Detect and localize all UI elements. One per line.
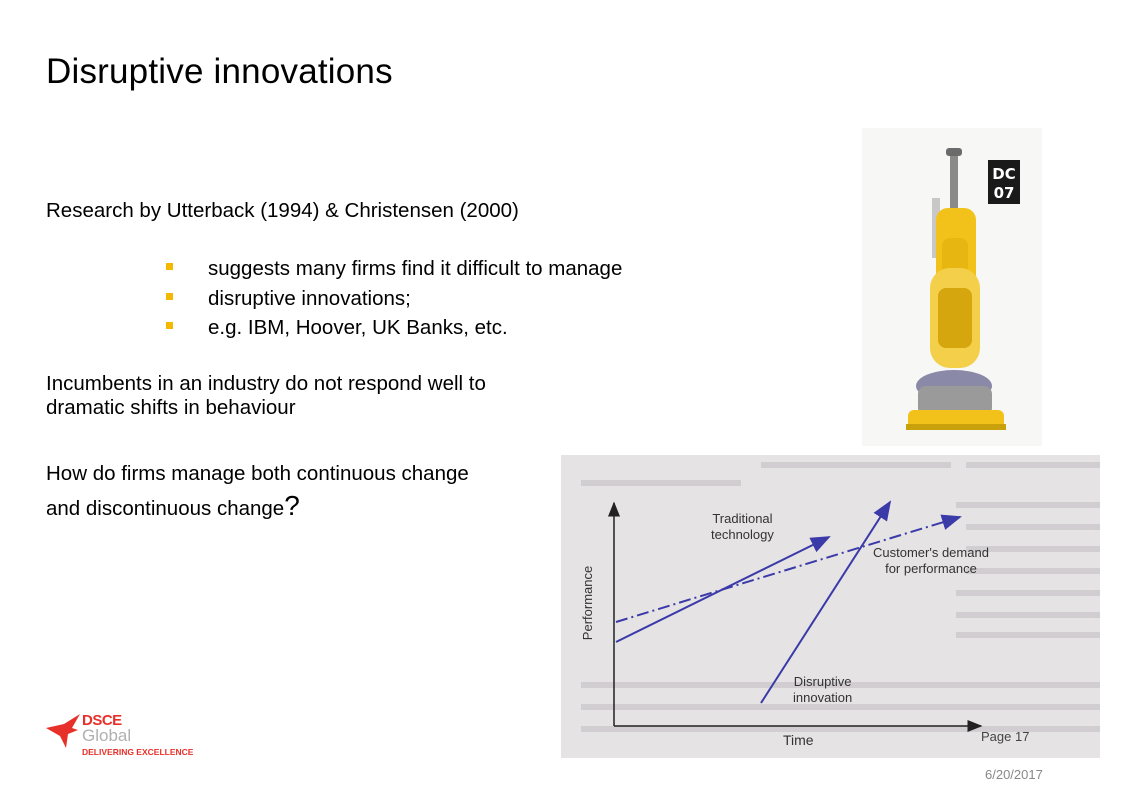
bullet-item: disruptive innovations; [166, 284, 622, 314]
x-axis-label: Time [783, 732, 814, 748]
bullet-square-icon [166, 263, 173, 270]
bullet-list: suggests many firms find it difficult to… [166, 254, 622, 343]
disruptive-innovation-line [760, 500, 892, 704]
bullet-item: suggests many firms find it difficult to… [166, 254, 622, 284]
slide-title: Disruptive innovations [46, 52, 393, 91]
book-figure-image: Performance Time Traditional technology … [561, 455, 1100, 758]
slide-date: 6/20/2017 [985, 767, 1043, 782]
logo-bird-icon [46, 714, 80, 748]
bullet-square-icon [166, 322, 173, 329]
question-text: How do firms manage both continuous chan… [46, 458, 469, 525]
y-axis-label: Performance [580, 565, 596, 641]
dsce-global-logo: DSCE Global DELIVERING EXCELLENCE [44, 712, 204, 762]
question-mark: ? [284, 490, 300, 521]
incumbents-text: Incumbents in an industry do not respond… [46, 372, 486, 420]
question-line: and discontinuous change? [46, 490, 300, 521]
bullet-square-icon [166, 292, 173, 300]
customer-demand-line [615, 514, 962, 623]
question-line: How do firms manage both continuous chan… [46, 462, 469, 485]
bullet-text: disruptive innovations; [208, 286, 411, 310]
bullet-text: suggests many firms find it difficult to… [208, 257, 623, 280]
logo-sub: Global [82, 726, 132, 745]
bullet-item: e.g. IBM, Hoover, UK Banks, etc. [166, 313, 622, 343]
badge-text: DC [992, 165, 1015, 183]
disruptive-innovation-label: Disruptive innovation [793, 674, 853, 705]
badge-text: 07 [994, 184, 1015, 202]
incumbents-line: Incumbents in an industry do not respond… [46, 372, 486, 395]
logo-tagline: DELIVERING EXCELLENCE [82, 747, 194, 757]
incumbents-line: dramatic shifts in behaviour [46, 396, 296, 419]
logo-name: DSCE [82, 712, 122, 729]
research-text: Research by Utterback (1994) & Christens… [46, 199, 519, 222]
bullet-text: e.g. IBM, Hoover, UK Banks, etc. [208, 316, 508, 339]
customer-demand-label: Customer's demand for performance [873, 545, 989, 576]
vacuum-cleaner-image: DC 07 [862, 128, 1042, 446]
traditional-technology-label: Traditional technology [711, 511, 774, 542]
page-number: Page 17 [981, 729, 1030, 744]
